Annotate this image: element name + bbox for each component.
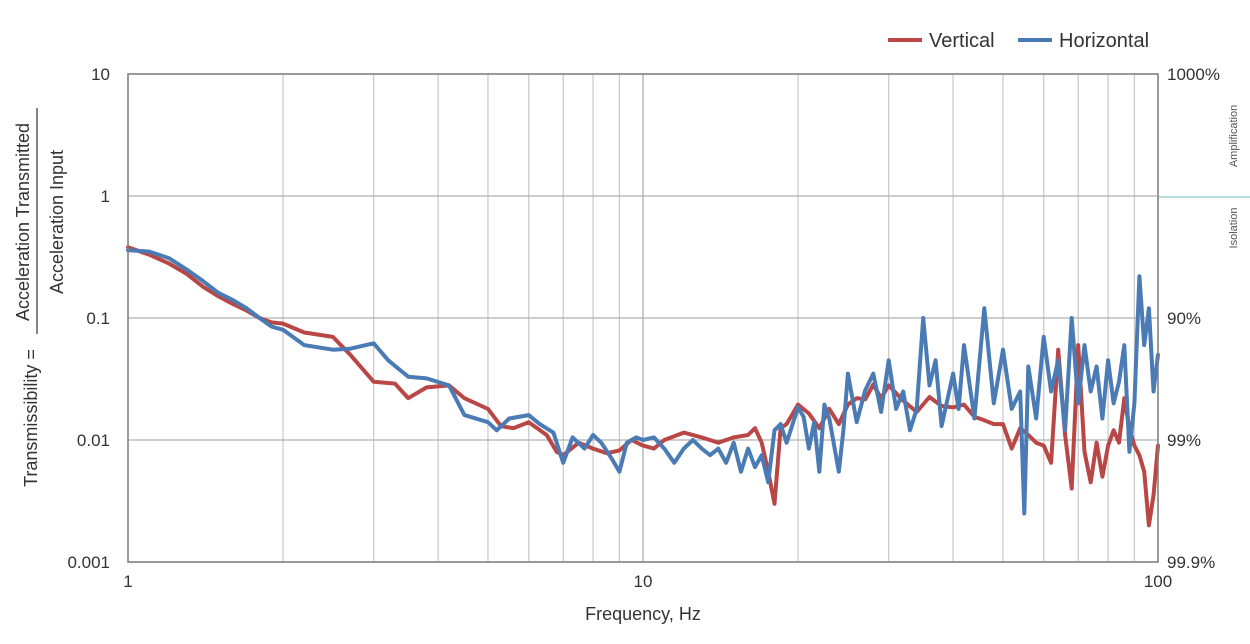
- y-tick-label: 0.001: [67, 553, 110, 572]
- right-tick-label: 99%: [1167, 431, 1201, 450]
- y-tick-label: 0.01: [77, 431, 110, 450]
- isolation-label: Isolation: [1228, 208, 1240, 249]
- y-axis-label: Transmissibility = Acceleration Transmit…: [13, 108, 67, 487]
- y-tick-labels: 10 1 0.1 0.01 0.001: [67, 65, 110, 572]
- series-group: [126, 245, 1160, 528]
- y-axis-label-denominator: Acceleration Input: [47, 150, 67, 294]
- x-axis-label: Frequency, Hz: [585, 604, 701, 624]
- grid-lines: [127, 73, 1159, 563]
- x-tick-label: 100: [1144, 572, 1172, 591]
- y-axis-label-prefix: Transmissibility =: [21, 349, 41, 487]
- legend: Vertical Horizontal: [888, 30, 1149, 52]
- y-tick-label: 0.1: [86, 309, 110, 328]
- y-tick-label: 10: [91, 65, 110, 84]
- y-tick-label: 1: [101, 187, 110, 206]
- series-line-horizontal: [126, 248, 1160, 516]
- x-tick-label: 10: [634, 572, 653, 591]
- right-tick-labels: 1000% 90% 99% 99.9%: [1167, 65, 1220, 572]
- legend-label-horizontal: Horizontal: [1059, 30, 1149, 52]
- x-tick-labels: 1 10 100: [123, 572, 1172, 591]
- x-tick-label: 1: [123, 572, 132, 591]
- amplification-label: Amplification: [1228, 105, 1240, 167]
- right-tick-label: 1000%: [1167, 65, 1220, 84]
- legend-label-vertical: Vertical: [929, 30, 995, 52]
- right-tick-label: 90%: [1167, 309, 1201, 328]
- right-tick-label: 99.9%: [1167, 553, 1215, 572]
- y-axis-label-numerator: Acceleration Transmitted: [13, 123, 33, 321]
- plot-frame: [127, 73, 1159, 563]
